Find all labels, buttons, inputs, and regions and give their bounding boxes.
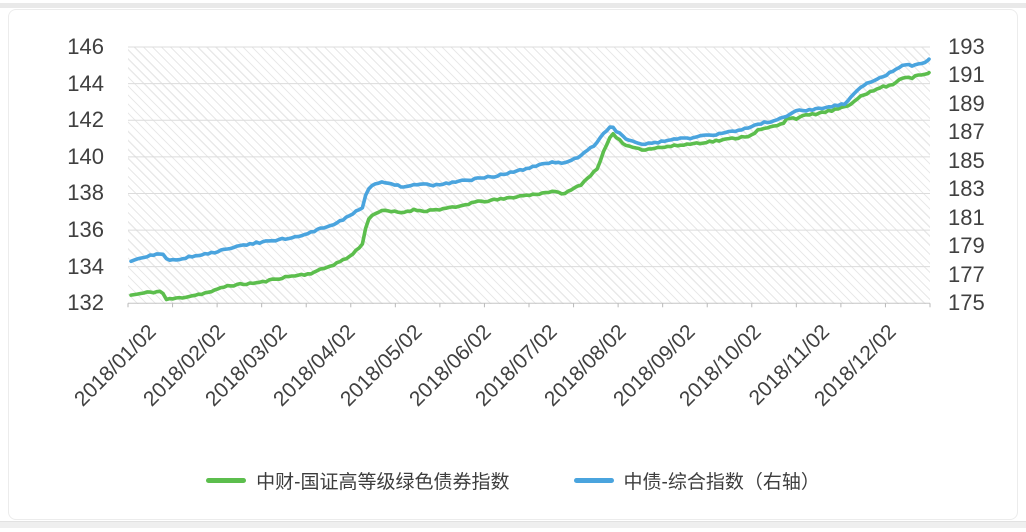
y-axis-right-tick-label: 193	[948, 34, 985, 59]
legend-label-blue-series: 中债-综合指数（右轴）	[623, 471, 820, 493]
y-axis-left-tick-label: 134	[67, 253, 104, 279]
y-axis-left-tick-label: 140	[67, 143, 104, 169]
green-series-line	[129, 70, 931, 302]
blue-series-swatch-icon	[573, 477, 614, 483]
legend-label-green-series: 中财-国证高等级绿色债券指数	[256, 471, 510, 493]
y-axis-left-tick-label: 144	[67, 70, 104, 96]
plot-area-hatch	[128, 47, 930, 304]
y-axis-left-tick-label: 138	[67, 180, 104, 206]
y-axis-right-tick-label: 185	[948, 147, 985, 173]
y-axis-right-tick-label: 179	[948, 233, 985, 259]
y-axis-right-tick-label: 175	[948, 290, 985, 316]
y-axis-right-tick-label: 177	[948, 261, 985, 287]
page-bottom-divider	[0, 521, 1026, 528]
y-axis-left-tick-label: 142	[67, 107, 104, 133]
y-axis-right-tick-label: 181	[948, 204, 985, 230]
y-axis-right-tick-label: 191	[948, 62, 985, 88]
legend-item-blue-series: 中债-综合指数（右轴）	[573, 467, 820, 494]
y-axis-left-tick-label: 136	[67, 217, 104, 243]
legend: 中财-国证高等级绿色债券指数 中债-综合指数（右轴）	[0, 460, 1026, 500]
y-axis-left-tick-label: 146	[67, 34, 104, 59]
y-axis-right-tick-label: 183	[948, 176, 985, 202]
legend-item-green-series: 中财-国证高等级绿色债券指数	[206, 467, 510, 494]
y-axis-right-tick-label: 187	[948, 119, 985, 145]
y-axis-right-tick-label: 189	[948, 90, 985, 116]
page-top-divider	[0, 3, 1026, 8]
green-series-swatch-icon	[206, 477, 247, 483]
y-axis-left-tick-label: 132	[67, 290, 104, 316]
blue-series-line	[129, 57, 931, 264]
